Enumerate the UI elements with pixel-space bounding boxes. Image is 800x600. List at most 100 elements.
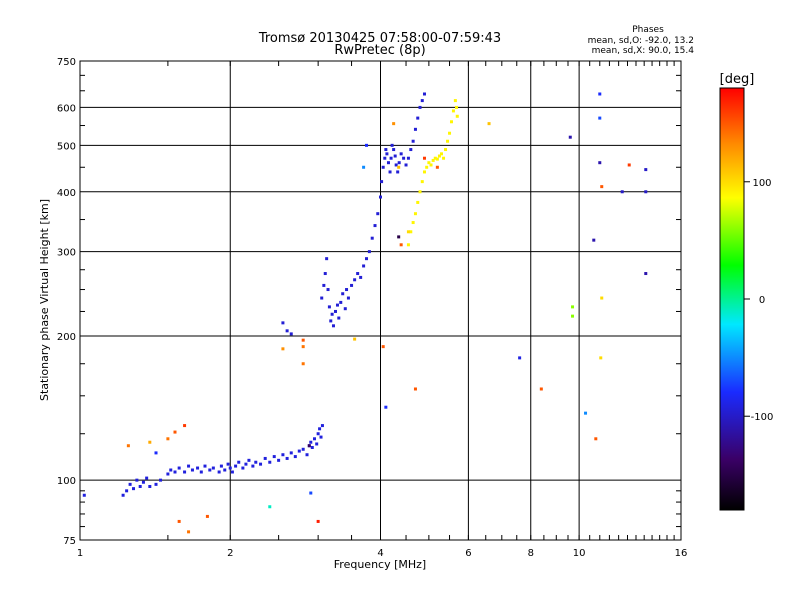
data-point — [440, 152, 444, 156]
data-point — [571, 305, 575, 309]
data-point — [399, 152, 403, 156]
data-point — [277, 458, 281, 462]
data-point — [326, 288, 330, 292]
data-point — [384, 148, 388, 152]
y-axis-label: Stationary phase Virtual Height [km] — [38, 199, 51, 401]
data-point — [370, 236, 374, 240]
data-point — [187, 464, 191, 468]
data-point — [594, 437, 598, 441]
data-point — [350, 283, 354, 287]
x-tick-label: 10 — [573, 548, 586, 559]
chart-title: Tromsø 20130425 07:58:00-07:59:43 — [258, 31, 501, 46]
data-point — [316, 519, 320, 523]
data-point — [367, 250, 371, 254]
data-point — [285, 456, 289, 460]
data-point — [397, 161, 401, 165]
data-point — [211, 466, 215, 470]
data-point — [644, 190, 648, 194]
data-point — [121, 493, 125, 497]
data-point — [353, 337, 357, 341]
data-point — [289, 332, 293, 336]
data-point — [145, 476, 149, 480]
data-point — [571, 314, 575, 318]
data-point — [219, 464, 223, 468]
data-point — [406, 230, 410, 234]
data-point — [125, 489, 129, 493]
grid-lines — [80, 61, 681, 540]
data-point — [241, 466, 245, 470]
data-point — [379, 195, 382, 199]
x-tick-label: 8 — [528, 548, 534, 559]
data-point — [394, 163, 398, 167]
data-point — [325, 257, 329, 261]
data-point — [244, 462, 248, 466]
y-tick-label: 500 — [57, 141, 76, 152]
data-point — [437, 154, 441, 158]
data-point — [422, 156, 426, 160]
data-point — [138, 484, 142, 488]
data-point — [217, 470, 221, 474]
data-point — [166, 437, 170, 441]
data-points — [82, 92, 648, 534]
colorbar-ticks: 100 0 -100 — [744, 178, 773, 423]
data-point — [281, 453, 285, 457]
data-point — [305, 453, 309, 457]
data-point — [148, 484, 152, 488]
data-point — [413, 127, 417, 131]
data-point — [268, 505, 272, 509]
data-point — [390, 143, 394, 147]
data-point — [190, 468, 194, 472]
data-point — [320, 296, 324, 300]
data-point — [320, 424, 324, 428]
data-point — [330, 312, 334, 316]
data-point — [598, 116, 602, 120]
data-point — [177, 466, 181, 470]
colorbar — [719, 87, 745, 511]
data-point — [281, 321, 285, 325]
data-point — [254, 460, 258, 464]
data-point — [644, 272, 648, 276]
x-axis-label: Frequency [MHz] — [334, 558, 426, 571]
data-point — [345, 288, 349, 292]
data-point — [404, 163, 408, 167]
data-point — [339, 300, 343, 304]
data-point — [600, 185, 604, 189]
data-point — [397, 165, 401, 169]
data-point — [455, 105, 459, 109]
data-point — [335, 303, 339, 307]
data-point — [365, 143, 369, 147]
data-point — [392, 122, 396, 126]
data-point — [208, 468, 212, 472]
data-point — [322, 283, 326, 287]
data-point — [223, 468, 227, 472]
data-point — [427, 161, 431, 165]
colorbar-tick-label: -100 — [751, 412, 774, 423]
data-point — [455, 114, 459, 118]
data-point — [301, 338, 305, 342]
data-point — [416, 116, 420, 120]
data-point — [442, 156, 446, 160]
data-point — [518, 356, 522, 360]
data-point — [166, 472, 170, 476]
data-point — [203, 464, 207, 468]
data-point — [396, 170, 400, 174]
data-point — [310, 445, 314, 449]
data-point — [373, 224, 377, 228]
data-point — [383, 156, 387, 160]
data-point — [301, 447, 305, 451]
data-point — [418, 105, 422, 109]
data-point — [411, 221, 415, 225]
y-tick-label: 75 — [63, 536, 76, 547]
x-tick-labels: 1 2 4 6 8 10 16 — [77, 548, 688, 559]
data-point — [584, 411, 588, 415]
data-point — [301, 345, 305, 349]
data-point — [329, 319, 333, 323]
data-point — [599, 356, 603, 360]
y-tick-label: 400 — [57, 188, 76, 199]
data-point — [393, 154, 397, 158]
x-tick-label: 2 — [227, 548, 233, 559]
data-point — [381, 165, 385, 169]
data-point — [359, 275, 363, 279]
data-point — [309, 491, 313, 495]
data-point — [446, 139, 450, 143]
